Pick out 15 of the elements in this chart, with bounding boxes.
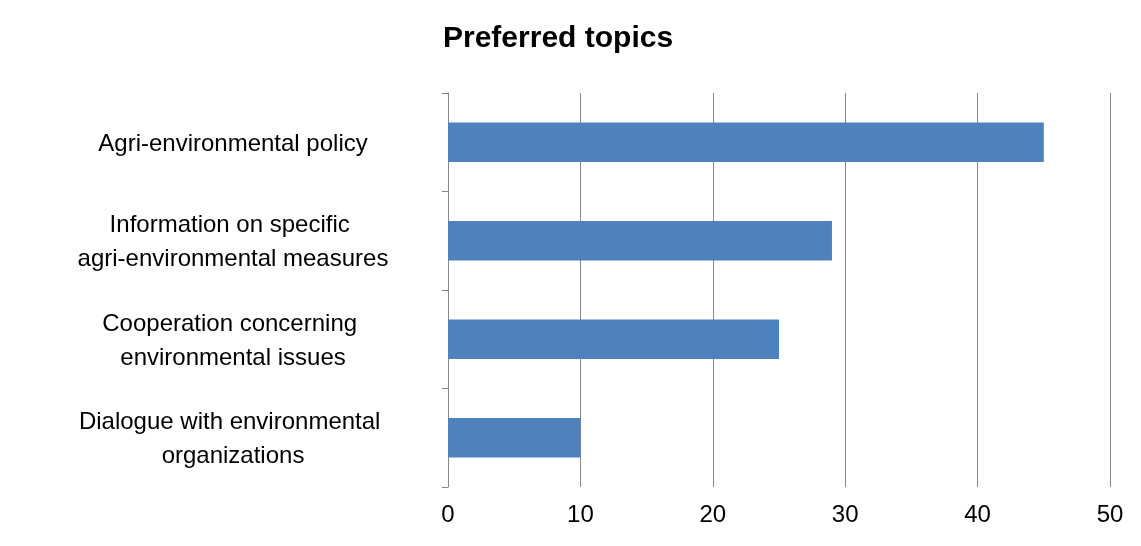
x-tick-label: 50 [1096, 499, 1124, 527]
bar [448, 418, 581, 458]
x-tick-label: 20 [699, 499, 727, 527]
y-tick-label: Dialogue with environmental organizations [78, 407, 388, 469]
x-tick-label: 40 [964, 499, 991, 527]
bar [448, 122, 1044, 162]
y-tick-label: Information on specific agri-environmental measures [77, 210, 389, 272]
bar [448, 319, 779, 359]
bar [448, 221, 832, 261]
x-tick-label: 30 [831, 499, 859, 527]
x-tick-label: 0 [441, 499, 455, 527]
y-tick-label: Agri-environmental policy [98, 128, 368, 156]
chart-title: Preferred topics [443, 19, 674, 53]
y-tick-label: Cooperation concerning environmental issues [102, 308, 364, 370]
x-tick-label: 10 [567, 499, 594, 527]
